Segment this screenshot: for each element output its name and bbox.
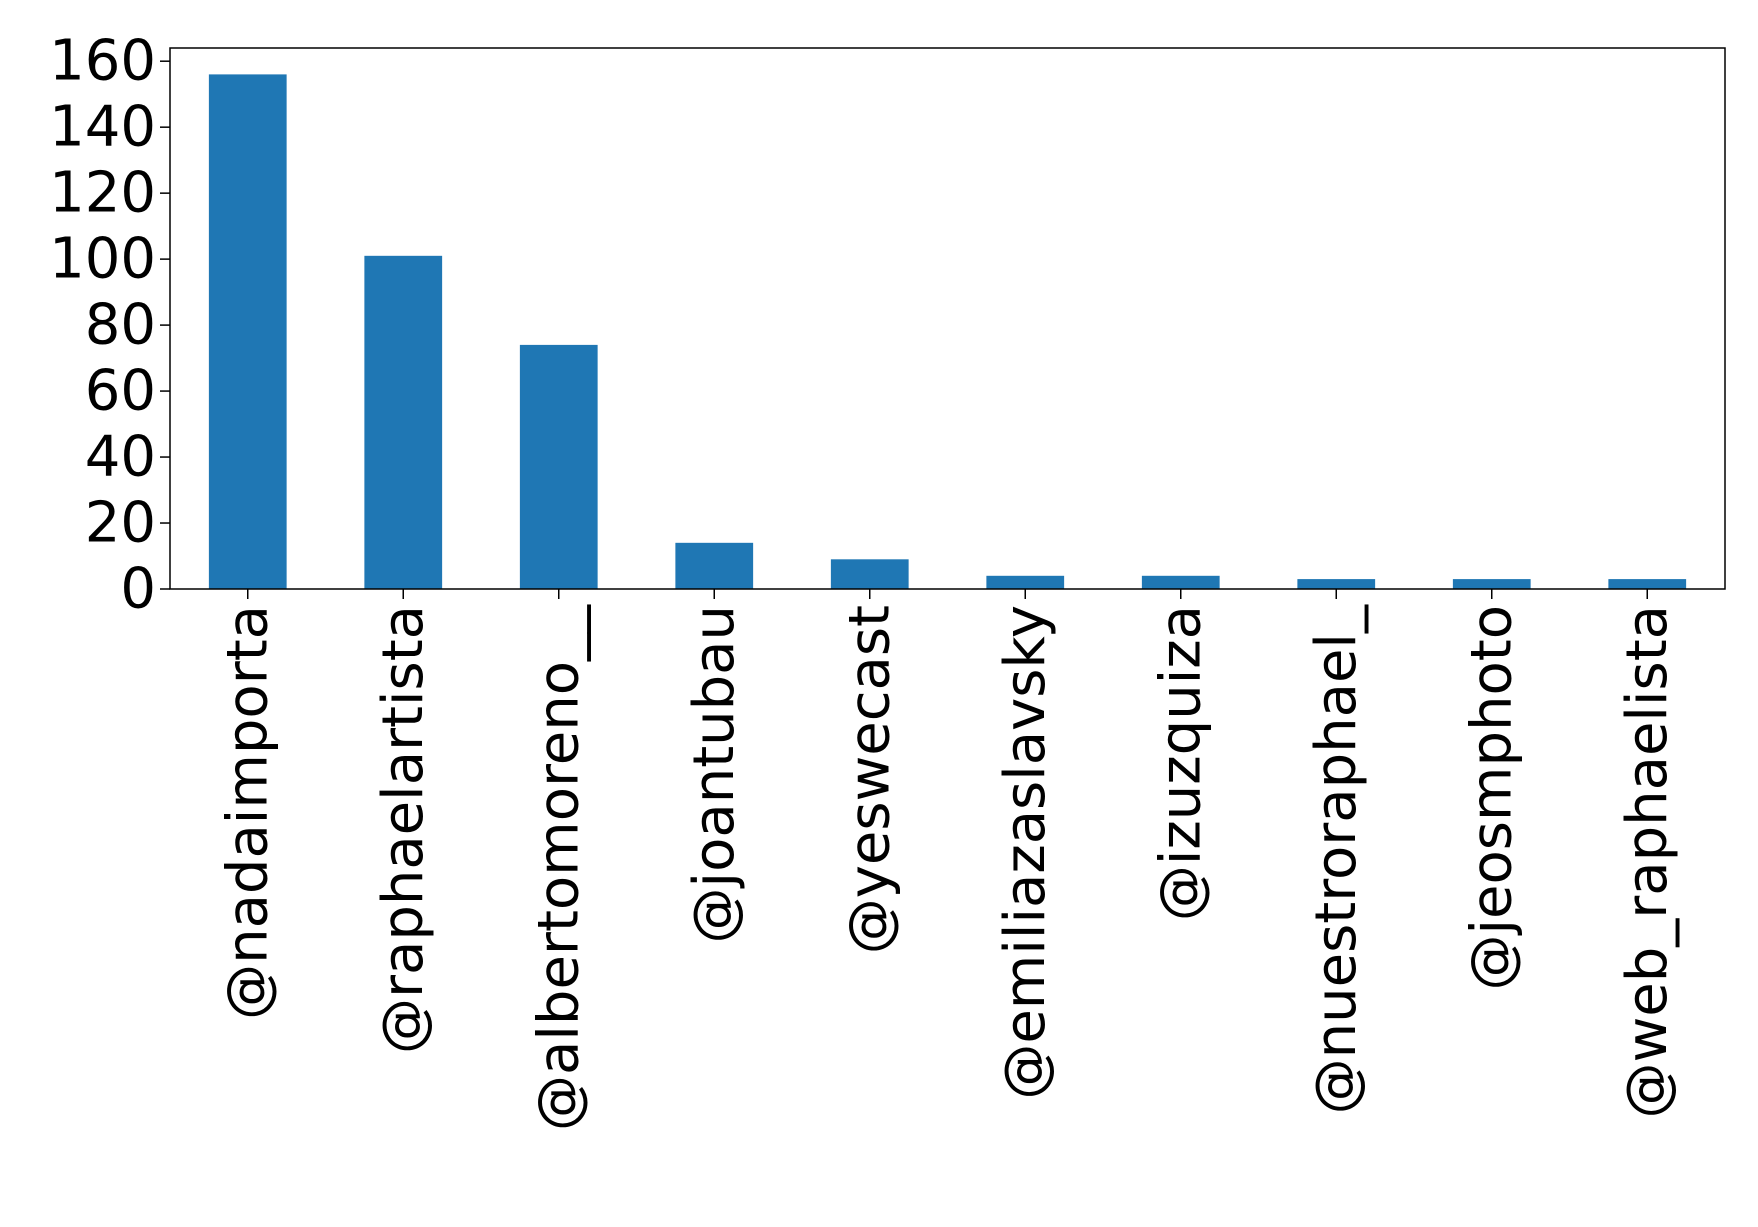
x-axis-ticks: @nadaimporta @raphaelartista @albertomoren… [215, 589, 1680, 1131]
bar [519, 344, 598, 589]
bar [986, 575, 1065, 589]
x-tick-label: @albertomoreno__ [526, 604, 591, 1131]
x-tick-label: @jeosmphoto [1459, 605, 1524, 991]
x-tick-label: @web_raphaelista [1615, 605, 1680, 1119]
y-tick-label: 140 [49, 95, 156, 160]
y-tick-label: 60 [85, 359, 156, 424]
y-tick-label: 120 [49, 161, 156, 226]
bar [1141, 575, 1220, 589]
y-tick-label: 100 [49, 227, 156, 292]
y-tick-label: 0 [120, 557, 156, 622]
x-tick-label: @raphaelartista [371, 605, 436, 1054]
bar [675, 542, 754, 589]
bar [1297, 579, 1376, 589]
bar [830, 559, 909, 589]
x-tick-label: @emiliazaslavsky [993, 605, 1058, 1100]
x-tick-label: @joantubau [682, 605, 747, 943]
x-tick-label: @nadaimporta [215, 605, 280, 1020]
bar [364, 255, 443, 589]
x-tick-label: @nuestroraphael_ [1304, 604, 1369, 1114]
y-tick-label: 40 [85, 425, 156, 490]
x-tick-label: @izuzquiza [1148, 605, 1213, 921]
bars-layer [208, 74, 1687, 589]
y-tick-label: 160 [49, 29, 156, 94]
y-tick-label: 20 [85, 491, 156, 556]
bar [1452, 579, 1531, 589]
bar [208, 74, 287, 589]
bar [1608, 579, 1687, 589]
plot-frame [169, 47, 1726, 590]
x-tick-label: @yeswecast [837, 605, 902, 954]
y-tick-label: 80 [85, 293, 156, 358]
